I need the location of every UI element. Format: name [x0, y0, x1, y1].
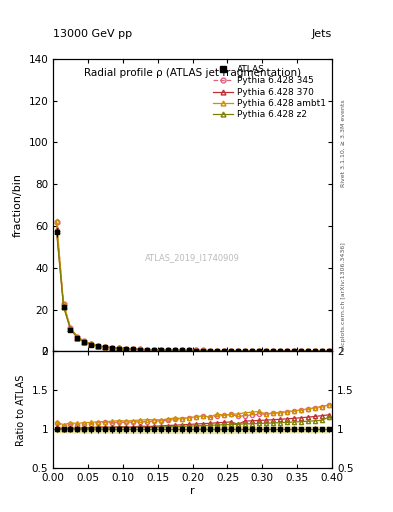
- Text: ATLAS_2019_I1740909: ATLAS_2019_I1740909: [145, 253, 240, 262]
- Text: Jets: Jets: [312, 29, 332, 39]
- Y-axis label: Ratio to ATLAS: Ratio to ATLAS: [16, 374, 26, 445]
- Y-axis label: fraction/bin: fraction/bin: [13, 173, 23, 237]
- Text: Radial profile ρ (ATLAS jet fragmentation): Radial profile ρ (ATLAS jet fragmentatio…: [84, 68, 301, 78]
- Text: Rivet 3.1.10, ≥ 3.3M events: Rivet 3.1.10, ≥ 3.3M events: [341, 99, 346, 187]
- Text: mcplots.cern.ch [arXiv:1306.3436]: mcplots.cern.ch [arXiv:1306.3436]: [341, 243, 346, 351]
- X-axis label: r: r: [190, 486, 195, 496]
- Legend: ATLAS, Pythia 6.428 345, Pythia 6.428 370, Pythia 6.428 ambt1, Pythia 6.428 z2: ATLAS, Pythia 6.428 345, Pythia 6.428 37…: [211, 63, 328, 121]
- Text: 13000 GeV pp: 13000 GeV pp: [53, 29, 132, 39]
